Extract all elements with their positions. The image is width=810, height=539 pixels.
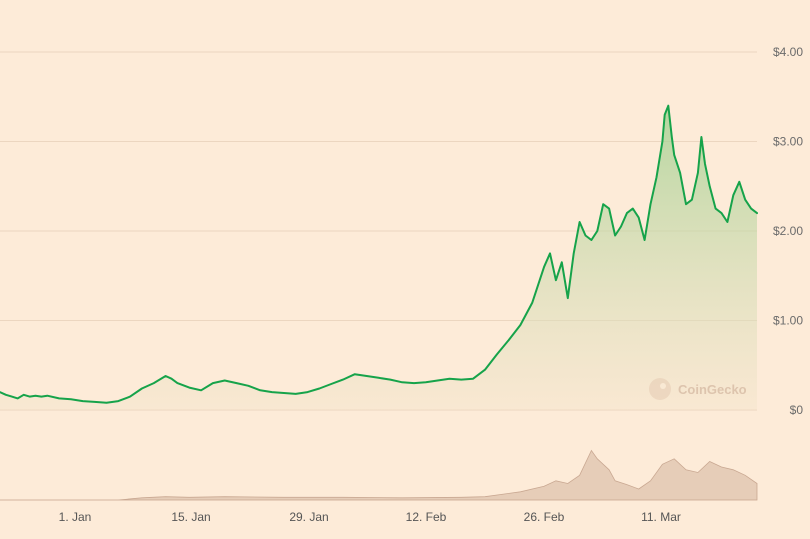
coingecko-logo-icon — [649, 378, 671, 400]
price-line — [0, 104, 758, 404]
price-area — [0, 105, 757, 410]
y-tick-label: $1.00 — [773, 314, 803, 328]
y-tick-label: $2.00 — [773, 224, 803, 238]
x-tick-label: 12. Feb — [406, 510, 447, 524]
x-tick-label: 29. Jan — [289, 510, 328, 524]
volume-area — [0, 449, 758, 501]
y-tick-label: $0 — [790, 403, 804, 417]
y-tick-label: $4.00 — [773, 45, 803, 59]
x-tick-label: 15. Jan — [171, 510, 210, 524]
x-tick-label: 26. Feb — [524, 510, 565, 524]
watermark-text: CoinGecko — [678, 382, 747, 397]
x-tick-label: 11. Mar — [641, 510, 681, 524]
y-tick-label: $3.00 — [773, 135, 803, 149]
coingecko-watermark: CoinGecko — [649, 378, 747, 400]
x-tick-label: 1. Jan — [59, 510, 92, 524]
coingecko-logo-eye-icon — [660, 383, 666, 389]
